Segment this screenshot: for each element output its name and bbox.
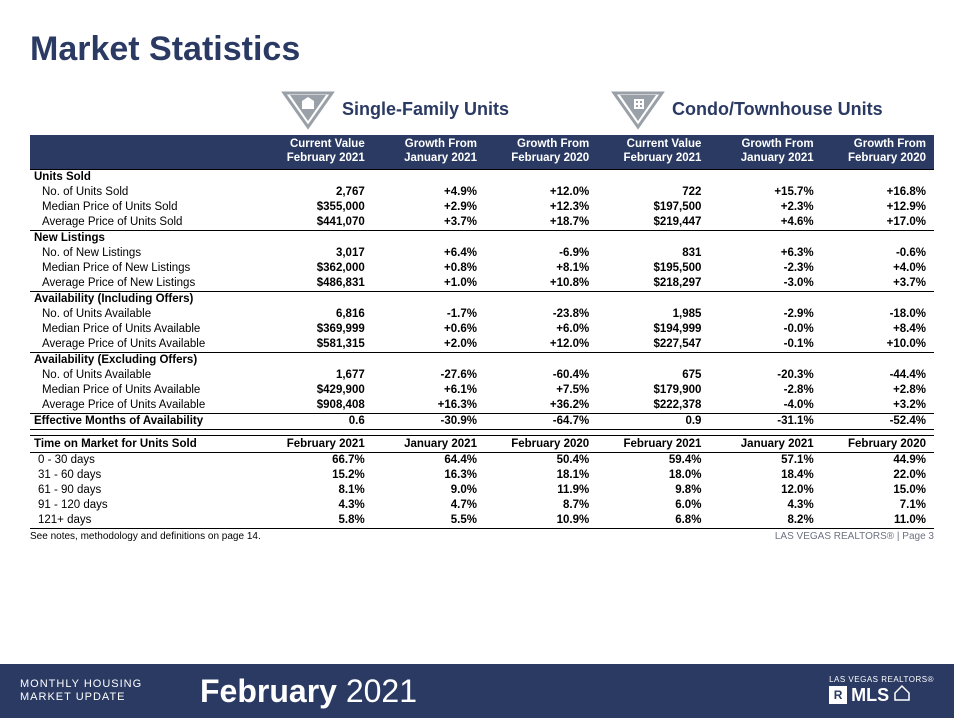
table-row: Average Price of Units Sold $441,070+3.7…	[30, 215, 934, 231]
table-row: No. of Units Available 1,677-27.6%-60.4%…	[30, 368, 934, 383]
table-row: No. of Units Sold 2,767+4.9%+12.0% 722+1…	[30, 185, 934, 200]
building-triangle-icon	[610, 87, 666, 131]
footer: MONTHLY HOUSING MARKET UPDATE February 2…	[0, 664, 954, 718]
lvr-logo: LAS VEGAS REALTORS® R MLS	[829, 676, 934, 707]
header-current-ct: Current ValueFebruary 2021	[597, 135, 709, 169]
house-icon	[893, 684, 911, 707]
stats-table: Current ValueFebruary 2021 Growth FromJa…	[30, 135, 934, 529]
table-row: Median Price of New Listings $362,000+0.…	[30, 261, 934, 276]
table-row: Median Price of Units Available $429,900…	[30, 383, 934, 398]
header-growth-feb20-ct: Growth FromFebruary 2020	[822, 135, 934, 169]
category-condo: Condo/Townhouse Units	[610, 87, 934, 131]
footnote-right: LAS VEGAS REALTORS® | Page 3	[775, 531, 934, 542]
header-blank	[30, 135, 261, 169]
page-title: Market Statistics	[30, 30, 934, 69]
category-single-family: Single-Family Units	[280, 87, 610, 131]
header-growth-jan-sf: Growth FromJanuary 2021	[373, 135, 485, 169]
table-row: No. of New Listings 3,017+6.4%-6.9% 831+…	[30, 246, 934, 261]
footer-logos: LAS VEGAS REALTORS® R MLS	[829, 676, 954, 707]
table-row: 0 - 30 days 66.7%64.4%50.4% 59.4%57.1%44…	[30, 452, 934, 468]
section-avail-exc: Availability (Excluding Offers)	[30, 352, 934, 368]
footer-update-label: MONTHLY HOUSING MARKET UPDATE	[0, 678, 200, 704]
header-current-sf: Current ValueFebruary 2021	[261, 135, 373, 169]
mls-logo: R MLS	[829, 684, 934, 707]
house-triangle-icon	[280, 87, 336, 131]
footer-month: February 2021	[200, 673, 417, 710]
table-row: Median Price of Units Sold $355,000+2.9%…	[30, 200, 934, 215]
header-growth-feb20-sf: Growth FromFebruary 2020	[485, 135, 597, 169]
table-row: 31 - 60 days 15.2%16.3%18.1% 18.0%18.4%2…	[30, 468, 934, 483]
section-units-sold: Units Sold	[30, 169, 934, 185]
realtor-icon: R	[829, 686, 847, 704]
footnote-left: See notes, methodology and definitions o…	[30, 531, 261, 542]
table-row: Average Price of Units Available $581,31…	[30, 337, 934, 353]
table-row: No. of Units Available 6,816-1.7%-23.8% …	[30, 307, 934, 322]
table-row: 61 - 90 days 8.1%9.0%11.9% 9.8%12.0%15.0…	[30, 483, 934, 498]
footnote: See notes, methodology and definitions o…	[30, 531, 934, 542]
section-avail-inc: Availability (Including Offers)	[30, 291, 934, 307]
category-label-sf: Single-Family Units	[342, 99, 509, 120]
table-row: Average Price of Units Available $908,40…	[30, 398, 934, 414]
category-header: Single-Family Units Condo/Townhouse Unit…	[280, 87, 934, 131]
table-header-row: Current ValueFebruary 2021 Growth FromJa…	[30, 135, 934, 169]
table-row: 91 - 120 days 4.3%4.7%8.7% 6.0%4.3%7.1%	[30, 498, 934, 513]
header-growth-jan-ct: Growth FromJanuary 2021	[709, 135, 821, 169]
row-effective-months: Effective Months of Availability 0.6-30.…	[30, 413, 934, 429]
time-header: Time on Market for Units Sold February 2…	[30, 435, 934, 452]
table-row: 121+ days 5.8%5.5%10.9% 6.8%8.2%11.0%	[30, 513, 934, 529]
section-new-listings: New Listings	[30, 230, 934, 246]
table-row: Median Price of Units Available $369,999…	[30, 322, 934, 337]
category-label-ct: Condo/Townhouse Units	[672, 99, 883, 120]
table-row: Average Price of New Listings $486,831+1…	[30, 276, 934, 292]
